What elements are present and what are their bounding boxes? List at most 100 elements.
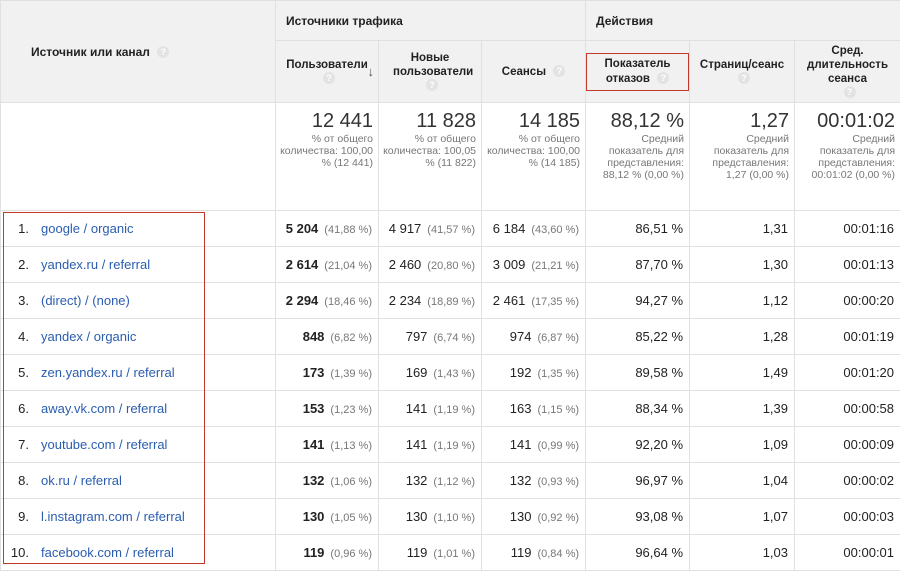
row-number: 10. — [1, 545, 29, 560]
source-link[interactable]: away.vk.com / referral — [41, 401, 167, 416]
avg-duration-cell: 00:01:20 — [795, 355, 900, 391]
source-cell: 8.ok.ru / referral — [1, 463, 276, 499]
pages-per-session-cell: 1,03 — [690, 535, 795, 571]
sessions-value: 141 — [510, 437, 532, 452]
help-icon[interactable]: ? — [553, 65, 565, 77]
users-percent: (18,46 %) — [324, 296, 372, 308]
source-link[interactable]: (direct) / (none) — [41, 293, 130, 308]
new-users-percent: (41,57 %) — [427, 224, 475, 236]
sessions-cell: 119(0,84 %) — [482, 535, 586, 571]
sessions-cell: 130(0,92 %) — [482, 499, 586, 535]
row-number: 3. — [1, 293, 29, 308]
users-column-header[interactable]: Пользователи ? ↓ — [276, 41, 379, 103]
bounce-rate-cell: 93,08 % — [586, 499, 690, 535]
sort-down-icon[interactable]: ↓ — [368, 65, 375, 79]
source-column-header[interactable]: Источник или канал ? — [1, 1, 276, 103]
sessions-value: 974 — [510, 329, 532, 344]
source-link[interactable]: l.instagram.com / referral — [41, 509, 185, 524]
users-cell: 5 204(41,88 %) — [276, 211, 379, 247]
sessions-column-header[interactable]: Сеансы ? — [482, 41, 586, 103]
sessions-percent: (21,21 %) — [531, 260, 579, 272]
help-icon[interactable]: ? — [157, 46, 169, 58]
users-cell: 141(1,13 %) — [276, 427, 379, 463]
avg-duration-cell: 00:00:01 — [795, 535, 900, 571]
pages-per-session-cell: 1,07 — [690, 499, 795, 535]
new-users-header-label: Новые пользователи — [379, 51, 481, 79]
users-percent: (1,39 %) — [330, 368, 372, 380]
bounce-rate-column-header[interactable]: Показатель отказов ? — [586, 41, 690, 103]
pages-per-session-cell: 1,31 — [690, 211, 795, 247]
source-link[interactable]: facebook.com / referral — [41, 545, 174, 560]
source-cell: 6.away.vk.com / referral — [1, 391, 276, 427]
totals-row: 12 441% от общего количества: 100,00 % (… — [1, 103, 900, 211]
help-icon[interactable]: ? — [844, 86, 856, 98]
users-cell: 173(1,39 %) — [276, 355, 379, 391]
sessions-percent: (1,35 %) — [537, 368, 579, 380]
users-value: 130 — [303, 509, 325, 524]
source-cell: 7.youtube.com / referral — [1, 427, 276, 463]
table-row: 10. facebook.com / referral 119(0,96 %) 119… — [1, 535, 900, 571]
traffic-sources-group: Источники трафика — [276, 1, 586, 41]
users-value: 2 614 — [286, 257, 319, 272]
sessions-cell: 974(6,87 %) — [482, 319, 586, 355]
new-users-column-header[interactable]: Новые пользователи ? — [379, 41, 482, 103]
users-cell: 119(0,96 %) — [276, 535, 379, 571]
total-new-users: 11 828% от общего количества: 100,05 % (… — [379, 103, 482, 211]
totals-empty-cell — [1, 103, 276, 211]
users-value: 2 294 — [286, 293, 319, 308]
source-link[interactable]: zen.yandex.ru / referral — [41, 365, 175, 380]
source-cell: 2.yandex.ru / referral — [1, 247, 276, 283]
new-users-percent: (1,12 %) — [433, 476, 475, 488]
help-icon[interactable]: ? — [426, 79, 438, 91]
users-percent: (21,04 %) — [324, 260, 372, 272]
new-users-cell: 130(1,10 %) — [379, 499, 482, 535]
bounce-rate-highlight: Показатель отказов ? — [586, 53, 689, 91]
avg-duration-column-header[interactable]: Сред. длительность сеанса ? — [795, 41, 900, 103]
bounce-rate-cell: 94,27 % — [586, 283, 690, 319]
source-link[interactable]: ok.ru / referral — [41, 473, 122, 488]
users-cell: 2 614 (21,04 %) — [276, 247, 379, 283]
source-link[interactable]: yandex.ru / referral — [41, 257, 150, 272]
new-users-percent: (1,19 %) — [433, 440, 475, 452]
new-users-percent: (1,01 %) — [433, 548, 475, 560]
row-number: 1. — [1, 221, 29, 236]
new-users-value: 141 — [406, 401, 428, 416]
pages-per-session-column-header[interactable]: Страниц/сеанс ? — [690, 41, 795, 103]
new-users-value: 169 — [406, 365, 428, 380]
bounce-rate-cell: 96,97 % — [586, 463, 690, 499]
source-column-label: Источник или канал — [31, 45, 150, 59]
sessions-percent: (0,92 %) — [537, 512, 579, 524]
users-cell: 153(1,23 %) — [276, 391, 379, 427]
sessions-value: 6 184 — [493, 221, 526, 236]
sessions-value: 192 — [510, 365, 532, 380]
total-bounce-rate: 88,12 %Средний показатель для представле… — [586, 103, 690, 211]
bounce-rate-cell: 85,22 % — [586, 319, 690, 355]
new-users-percent: (1,19 %) — [433, 404, 475, 416]
new-users-percent: (18,89 %) — [427, 296, 475, 308]
total-sessions: 14 185% от общего количества: 100,00 % (… — [482, 103, 586, 211]
sessions-percent: (0,99 %) — [537, 440, 579, 452]
sessions-value: 132 — [510, 473, 532, 488]
source-link[interactable]: youtube.com / referral — [41, 437, 167, 452]
new-users-cell: 169(1,43 %) — [379, 355, 482, 391]
help-icon[interactable]: ? — [657, 72, 669, 84]
help-icon[interactable]: ? — [738, 72, 750, 84]
new-users-percent: (6,74 %) — [433, 332, 475, 344]
help-icon[interactable]: ? — [323, 72, 335, 84]
source-link[interactable]: yandex / organic — [41, 329, 136, 344]
sessions-header-label: Сеансы — [502, 66, 546, 78]
bounce-rate-cell: 86,51 % — [586, 211, 690, 247]
new-users-cell: 797 (6,74 %) — [379, 319, 482, 355]
sessions-value: 163 — [510, 401, 532, 416]
total-users: 12 441% от общего количества: 100,00 % (… — [276, 103, 379, 211]
new-users-value: 797 — [406, 329, 428, 344]
source-link[interactable]: google / organic — [41, 221, 134, 236]
new-users-cell: 141(1,19 %) — [379, 427, 482, 463]
